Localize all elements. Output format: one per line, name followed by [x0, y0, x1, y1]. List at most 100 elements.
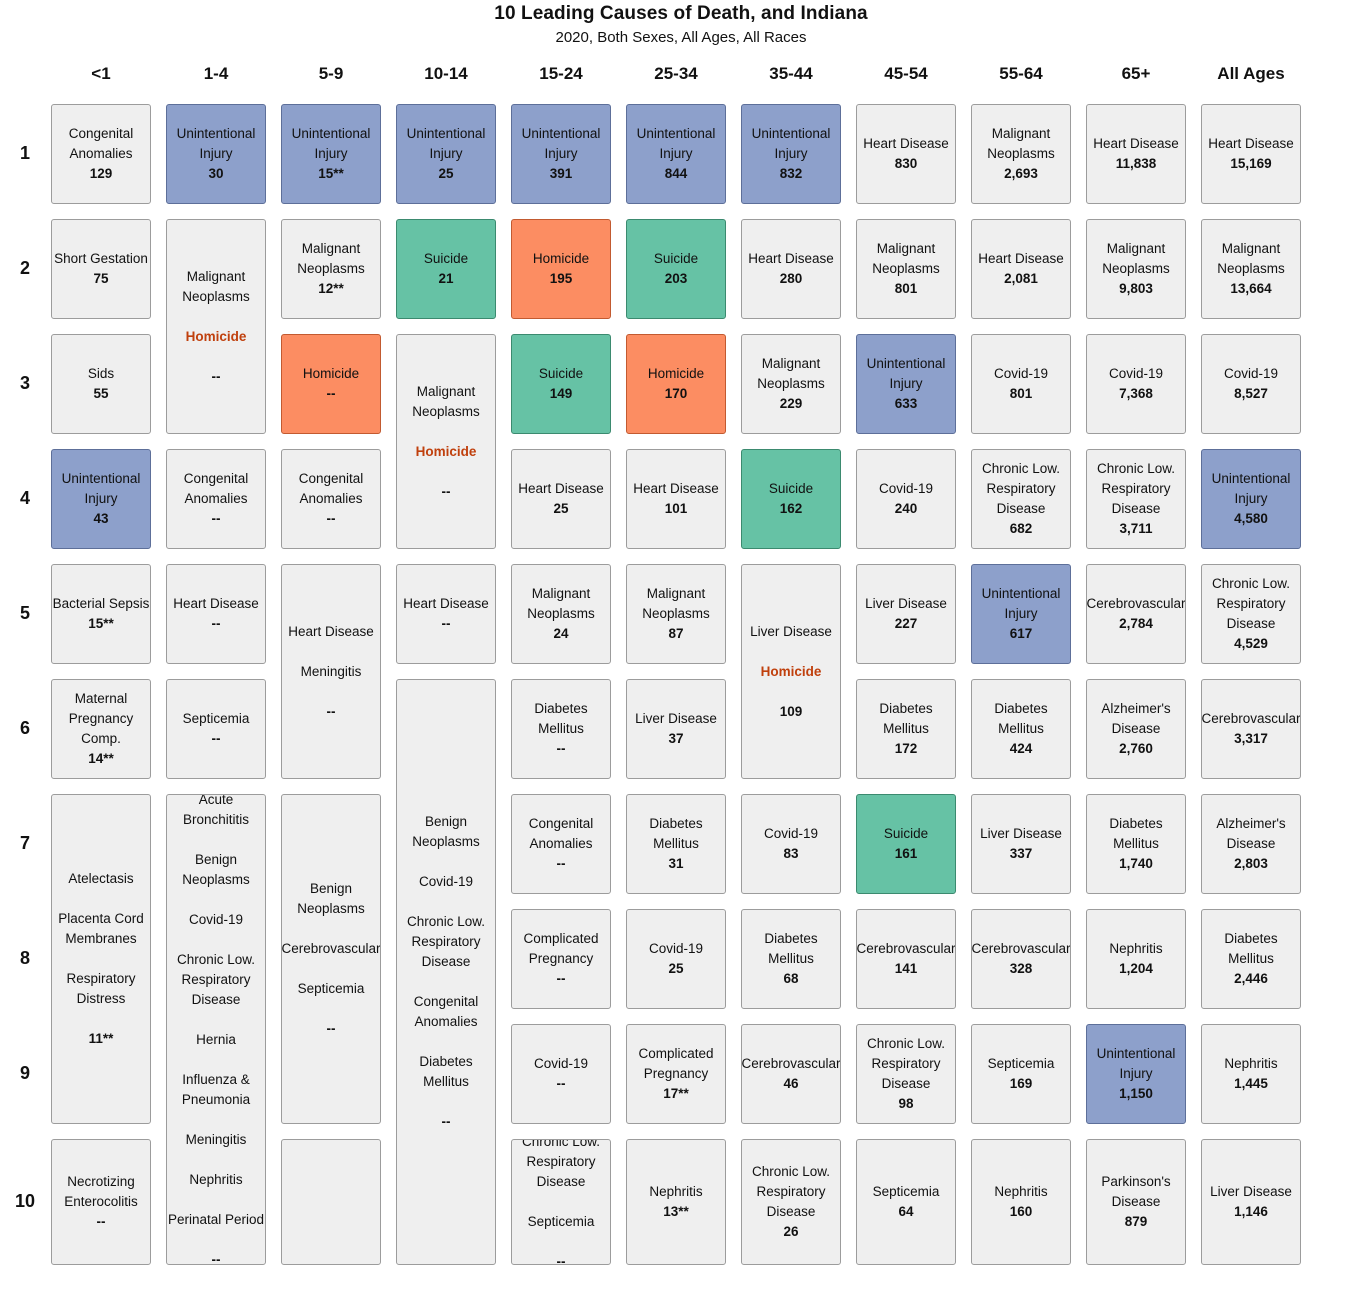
cause-cell: Chronic Low. Respiratory Disease 3,711: [1086, 449, 1186, 549]
death-count: 101: [664, 501, 688, 516]
tied-cause-name: Chronic Low. Respiratory Disease: [406, 914, 486, 969]
death-count: 98: [898, 1096, 914, 1111]
cause-cell: Cerebrovascular 3,317: [1201, 679, 1301, 779]
cause-name: Malignant Neoplasms: [642, 586, 710, 621]
cause-name: Malignant Neoplasms: [297, 241, 365, 276]
column-header-5: 25-34: [654, 64, 698, 83]
cause-name: Malignant Neoplasms: [987, 126, 1055, 161]
tied-cause-name: Benign Neoplasms: [297, 881, 365, 916]
cause-cell: Sids 55: [51, 334, 151, 434]
cause-name: Liver Disease: [635, 711, 717, 726]
cause-name: Diabetes Mellitus: [764, 931, 818, 966]
tied-cause-name: Hernia: [196, 1031, 236, 1047]
cause-name: Unintentional Injury: [406, 126, 486, 161]
death-count: 801: [1009, 386, 1033, 401]
cause-name: Covid-19: [648, 941, 704, 956]
cause-cell: Covid-19 --: [511, 1024, 611, 1124]
death-count: 64: [898, 1204, 914, 1219]
cause-cell: Covid-19 240: [856, 449, 956, 549]
death-count: 633: [894, 396, 918, 411]
death-count: 13,664: [1230, 281, 1272, 296]
chart-subtitle: 2020, Both Sexes, All Ages, All Races: [555, 29, 807, 46]
cause-cell: Heart Disease 2,081: [971, 219, 1071, 319]
cause-cell: Homicide 170: [626, 334, 726, 434]
cause-cell: Malignant Neoplasms 229: [741, 334, 841, 434]
cause-name: Unintentional Injury: [981, 586, 1061, 621]
cause-cell: Liver Disease Homicide 109: [741, 564, 841, 779]
cause-cell: Suicide 21: [396, 219, 496, 319]
cause-cell: Malignant Neoplasms 801: [856, 219, 956, 319]
cause-cell: [281, 1139, 381, 1265]
cause-cell: Septicemia 64: [856, 1139, 956, 1265]
cause-cell: Malignant Neoplasms 87: [626, 564, 726, 664]
death-count: 68: [783, 971, 799, 986]
cause-name: Liver Disease: [1210, 1184, 1292, 1199]
cause-name: Covid-19: [1108, 366, 1164, 381]
cause-name: Heart Disease: [1093, 136, 1179, 151]
cause-name: Homicide: [647, 366, 705, 381]
death-count: --: [556, 856, 566, 871]
cause-cell: Heart Disease 280: [741, 219, 841, 319]
tied-causes-list: Malignant Neoplasms Homicide: [182, 267, 250, 347]
cause-name: Alzheimer's Disease: [1101, 701, 1171, 736]
tied-cause-name: Homicide: [760, 663, 822, 679]
cause-name: Unintentional Injury: [1096, 1046, 1176, 1081]
cause-name: Suicide: [768, 481, 814, 496]
cause-cell: Nephritis 160: [971, 1139, 1071, 1265]
tied-cause-name: Nephritis: [189, 1171, 243, 1187]
tied-cause-name: Respiratory Distress: [66, 971, 136, 1006]
cause-cell: Diabetes Mellitus 31: [626, 794, 726, 894]
cause-name: Diabetes Mellitus: [879, 701, 933, 736]
death-count: 2,081: [1004, 271, 1038, 286]
rank-label-2: 2: [19, 258, 30, 278]
cause-cell: Covid-19 83: [741, 794, 841, 894]
death-count: --: [556, 971, 566, 986]
cause-name: Covid-19: [1223, 366, 1279, 381]
cause-cell: Atelectasis Placenta Cord Membranes Respir…: [51, 794, 151, 1124]
cause-name: Cerebrovascular: [1086, 596, 1186, 611]
death-count: 31: [668, 856, 684, 871]
death-count: 391: [549, 166, 573, 181]
death-count: 229: [779, 396, 803, 411]
cause-cell: Suicide 203: [626, 219, 726, 319]
cause-cell: Heart Disease 15,169: [1201, 104, 1301, 204]
tied-cause-name: Malignant Neoplasms: [182, 268, 250, 304]
death-count: 830: [894, 156, 918, 171]
death-count: 617: [1009, 626, 1033, 641]
cause-cell: Covid-19 8,527: [1201, 334, 1301, 434]
death-count: 17**: [663, 1086, 689, 1101]
cause-cell: Unintentional Injury 844: [626, 104, 726, 204]
cause-cell: Congenital Anomalies --: [281, 449, 381, 549]
death-count: --: [211, 1251, 221, 1265]
tied-cause-name: Chronic Low. Respiratory Disease: [176, 951, 256, 1007]
cause-cell: Chronic Low. Respiratory Disease 26: [741, 1139, 841, 1265]
tied-causes-list: Atelectasis Placenta Cord Membranes Respir…: [58, 869, 144, 1009]
rank-label-8: 8: [19, 948, 30, 968]
cause-cell: Unintentional Injury 15**: [281, 104, 381, 204]
death-count: 7,368: [1119, 386, 1153, 401]
cause-name: Covid-19: [878, 481, 934, 496]
cause-cell: Chronic Low. Respiratory Disease 98: [856, 1024, 956, 1124]
tied-cause-name: Septicemia: [527, 1214, 595, 1229]
cause-cell: Unintentional Injury 832: [741, 104, 841, 204]
death-count: 13**: [663, 1204, 689, 1219]
column-header-6: 35-44: [769, 64, 813, 83]
death-count: 1,150: [1119, 1086, 1153, 1101]
tied-cause-name: Liver Disease: [750, 623, 832, 639]
cause-cell: Chronic Low. Respiratory Disease Septicem…: [511, 1139, 611, 1265]
cause-cell: Heart Disease 101: [626, 449, 726, 549]
tied-causes-list: Acute Bronchititis Benign Neoplasms Covid-…: [168, 795, 264, 1230]
cause-name: Necrotizing Enterocolitis: [64, 1174, 138, 1209]
cause-cell: Chronic Low. Respiratory Disease 682: [971, 449, 1071, 549]
cause-name: Unintentional Injury: [751, 126, 831, 161]
cause-cell: Unintentional Injury 30: [166, 104, 266, 204]
column-header-3: 10-14: [424, 64, 468, 83]
cause-cell: Suicide 149: [511, 334, 611, 434]
death-count: 240: [894, 501, 918, 516]
death-count: 4,529: [1234, 636, 1268, 651]
cause-cell: Liver Disease 1,146: [1201, 1139, 1301, 1265]
death-count: 337: [1009, 846, 1033, 861]
death-count: 280: [779, 271, 803, 286]
cause-cell: Covid-19 801: [971, 334, 1071, 434]
cause-name: Malignant Neoplasms: [872, 241, 940, 276]
